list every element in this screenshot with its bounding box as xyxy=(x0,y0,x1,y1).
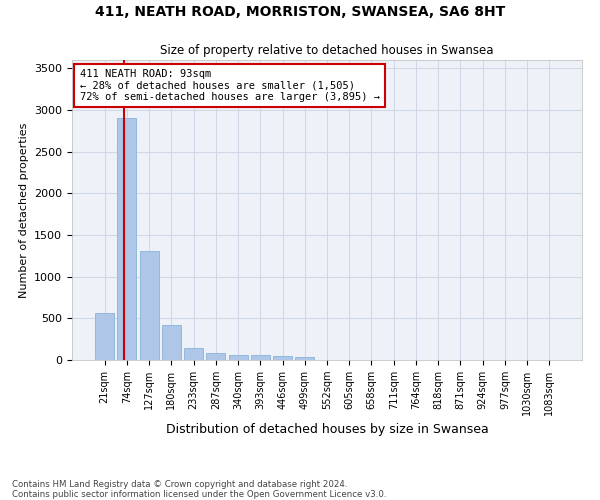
Bar xyxy=(295,357,314,360)
X-axis label: Distribution of detached houses by size in Swansea: Distribution of detached houses by size … xyxy=(166,424,488,436)
Bar xyxy=(273,356,292,360)
Bar xyxy=(95,312,114,360)
Bar xyxy=(118,118,136,360)
Title: Size of property relative to detached houses in Swansea: Size of property relative to detached ho… xyxy=(160,44,494,58)
Bar xyxy=(184,348,203,360)
Bar xyxy=(206,352,225,360)
Text: 411 NEATH ROAD: 93sqm
← 28% of detached houses are smaller (1,505)
72% of semi-d: 411 NEATH ROAD: 93sqm ← 28% of detached … xyxy=(80,69,380,102)
Bar xyxy=(162,326,181,360)
Bar xyxy=(229,354,248,360)
Bar xyxy=(140,251,158,360)
Y-axis label: Number of detached properties: Number of detached properties xyxy=(19,122,29,298)
Text: 411, NEATH ROAD, MORRISTON, SWANSEA, SA6 8HT: 411, NEATH ROAD, MORRISTON, SWANSEA, SA6… xyxy=(95,5,505,19)
Bar xyxy=(251,356,270,360)
Text: Contains HM Land Registry data © Crown copyright and database right 2024.
Contai: Contains HM Land Registry data © Crown c… xyxy=(12,480,386,499)
